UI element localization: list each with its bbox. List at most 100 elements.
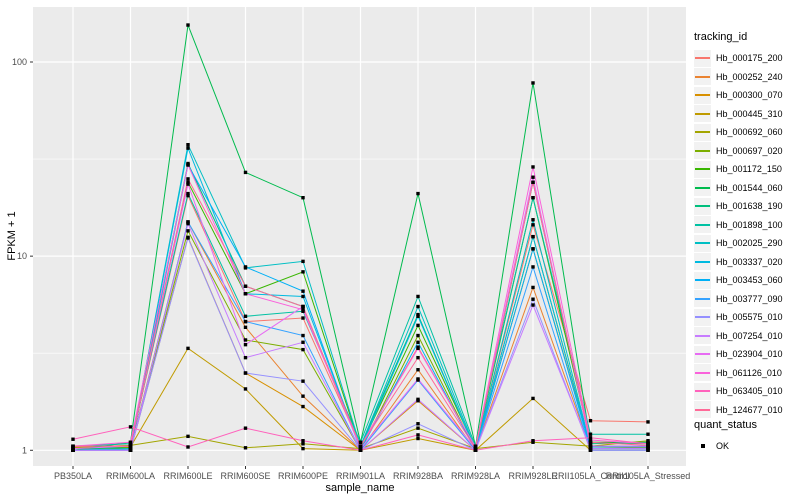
data-point [71,444,75,448]
data-point [646,432,650,436]
data-point [301,307,305,312]
legend2-label: OK [716,441,730,452]
data-point [301,270,305,274]
x-tick-label: RRIM901LA [336,471,385,481]
data-point [243,265,248,269]
data-point [301,394,305,398]
data-point [416,340,420,344]
legend-label: Hb_002025_290 [716,238,783,249]
legend-entries: Hb_000175_200 Hb_000252_240 Hb_000300_070 H… [694,49,798,419]
legend-color-line-icon [695,186,710,189]
data-point [531,223,535,227]
legend-label: Hb_001544_060 [716,182,783,193]
data-point [531,297,535,301]
legend-entry: Hb_000300_070 [694,86,798,105]
data-point [243,338,248,342]
data-point [301,379,305,383]
data-point [186,182,190,186]
legend-entry: Hb_001898_100 [694,216,798,235]
legend-label: Hb_063405_010 [716,386,783,397]
legend-color-line-icon [695,205,710,208]
legend-color-line-icon [695,223,710,226]
legend-entry: Hb_001172_150 [694,160,798,179]
data-point [531,303,535,307]
data-point [531,81,535,85]
data-point [186,146,190,150]
legend-entry: Hb_000252_240 [694,68,798,87]
data-point [243,314,248,318]
data-point [243,284,248,288]
data-point [186,180,190,185]
legend-key-line [694,253,711,271]
legend-color-line-icon [695,242,710,245]
legend-key-line [694,68,711,86]
legend-key-line [694,197,711,215]
data-point [243,325,248,330]
data-point [416,314,420,318]
data-point [243,342,248,347]
legend-label: Hb_001898_100 [716,219,783,230]
data-point [186,346,190,351]
legend-color-line-icon [695,260,710,263]
legend-label: Hb_001172_150 [716,164,782,175]
legend-key-line [694,364,711,382]
legend-key-line [694,308,711,326]
data-point [243,446,248,450]
legend-tracking-id: tracking_id Hb_000175_200 Hb_000252_240 Hb… [694,31,798,419]
legend-key-line [694,290,711,308]
legend-key-line [694,49,711,67]
data-point [531,396,535,401]
legend-entry: Hb_005575_010 [694,308,798,327]
data-point [186,221,190,226]
data-point [301,196,305,200]
data-point [416,323,420,328]
data-point [416,426,420,430]
legend-entry: Hb_003777_090 [694,290,798,309]
legend-color-line-icon [695,408,710,411]
legend-key-line [694,271,711,289]
data-point [301,404,305,409]
data-point [416,377,420,381]
legend-entry: Hb_000175_200 [694,49,798,68]
legend-color-line-icon [695,353,710,356]
data-point [588,440,593,444]
data-point [588,436,593,440]
data-point [186,143,190,147]
legend-label: Hb_003337_020 [716,256,783,267]
y-tick-label: 100 [12,57,27,67]
data-point [186,193,190,198]
legend2-entries: OK [694,437,798,456]
legend-color-line-icon [695,168,710,171]
data-point [301,259,305,264]
black-square-marker-icon [700,444,705,449]
data-point [358,440,363,444]
legend-entry: Hb_002025_290 [694,234,798,253]
data-point [301,294,305,299]
data-point [301,304,305,309]
legend-label: Hb_023904_010 [716,349,783,360]
legend-entry: Hb_063405_010 [694,382,798,401]
data-point [301,289,305,293]
data-point [588,446,593,451]
data-point [531,247,535,251]
data-point [301,439,305,443]
legend-key-line [694,327,711,345]
data-point [531,180,535,185]
legend-color-line-icon [695,279,710,282]
data-point [531,285,535,290]
data-point [473,446,478,451]
legend-label: Hb_001638_190 [716,201,783,212]
legend-label: Hb_003453_060 [716,275,783,286]
legend-label: Hb_007254_010 [716,330,783,341]
data-point [243,355,248,360]
data-point [186,445,190,449]
data-point [588,432,593,436]
data-point [358,448,363,452]
legend-color-line-icon [695,149,710,152]
legend-entry: Hb_000445_310 [694,105,798,124]
data-point [531,175,535,179]
legend-key-line [694,160,711,178]
data-point [416,333,420,338]
legend-key-line [694,86,711,104]
